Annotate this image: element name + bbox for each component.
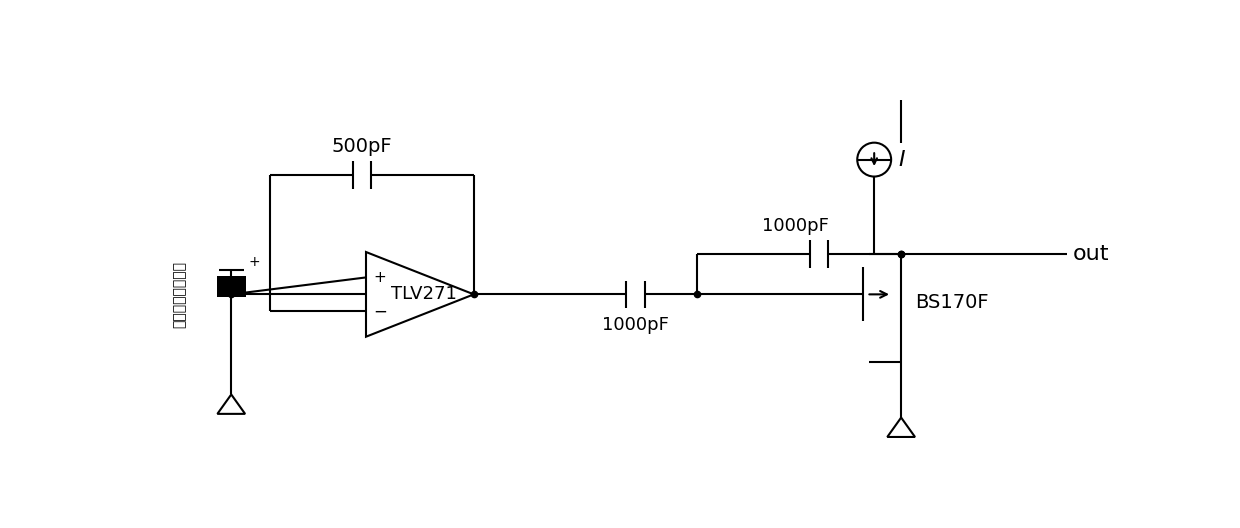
Text: 1000pF: 1000pF — [603, 316, 668, 334]
Text: I: I — [899, 149, 905, 169]
Text: 500pF: 500pF — [332, 137, 393, 156]
Text: out: out — [1073, 244, 1110, 265]
Text: BS170F: BS170F — [915, 293, 988, 312]
Text: TLV271: TLV271 — [391, 285, 456, 304]
Text: −: − — [373, 303, 387, 320]
Text: 1000pF: 1000pF — [763, 217, 830, 235]
Bar — [217, 276, 246, 297]
Text: +: + — [373, 270, 386, 285]
Text: +: + — [248, 255, 260, 269]
Text: 压电式振动传感器: 压电式振动传感器 — [172, 261, 187, 328]
